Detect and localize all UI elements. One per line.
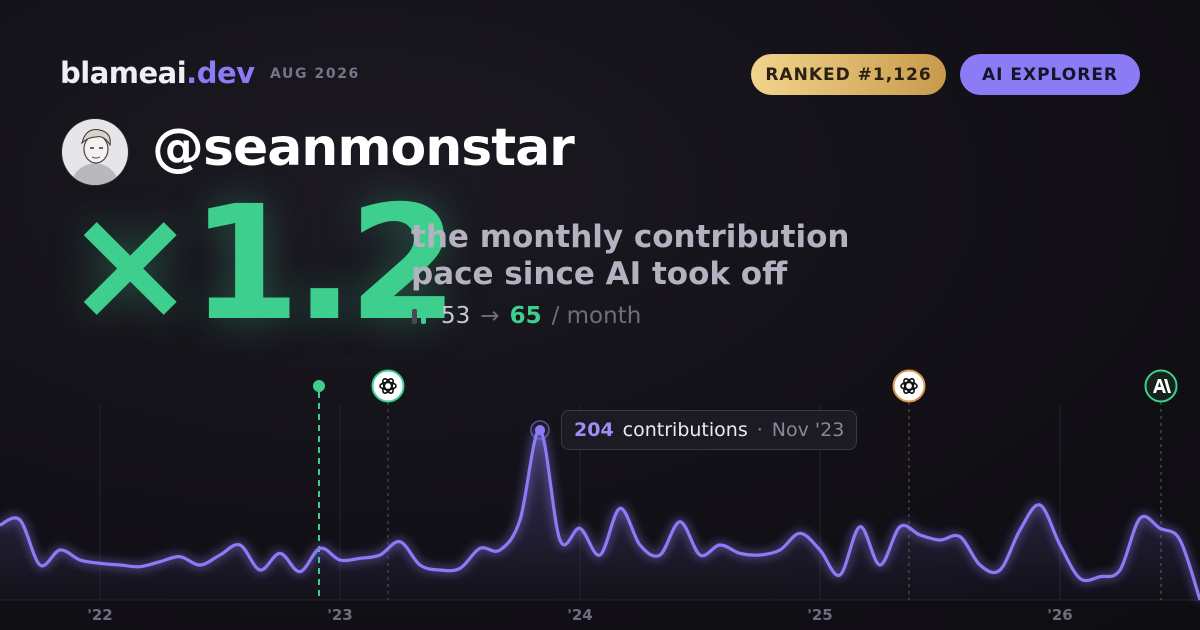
description: the monthly contribution pace since AI t… xyxy=(411,219,849,293)
pace-before: 53 xyxy=(441,303,471,329)
tooltip: 204 contributions · Nov '23 xyxy=(561,410,858,450)
brand-tld: .dev xyxy=(186,56,255,90)
x-tick-label: '24 xyxy=(567,606,592,624)
anthropic-icon xyxy=(1144,369,1178,403)
tooltip-date: Nov '23 xyxy=(771,419,845,441)
x-tick-label: '22 xyxy=(87,606,112,624)
highlight-halo xyxy=(530,420,550,440)
tier-badge: AI EXPLORER xyxy=(960,54,1140,95)
x-tick-label: '26 xyxy=(1047,606,1072,624)
rank-badge: RANKED #1,126 xyxy=(751,54,946,95)
openai-icon xyxy=(892,369,926,403)
area xyxy=(0,429,1200,600)
tooltip-separator: · xyxy=(756,419,763,441)
brand-name: blameai xyxy=(60,56,187,90)
x-tick-label: '25 xyxy=(807,606,832,624)
highlight-dot xyxy=(535,425,545,435)
period: AUG 2026 xyxy=(270,66,360,82)
pace: 53 → 65 / month xyxy=(411,303,641,329)
description-line: pace since AI took off xyxy=(411,256,788,292)
tooltip-value: 204 xyxy=(574,419,614,441)
pace-arrow: → xyxy=(480,303,500,329)
pace-after: 65 xyxy=(509,303,542,329)
x-tick-label: '23 xyxy=(327,606,352,624)
line xyxy=(0,428,1200,601)
pace-icon xyxy=(412,307,426,324)
brand: blameai.dev xyxy=(60,56,255,90)
multiplier: ×1.2 xyxy=(64,172,458,356)
pace-unit: / month xyxy=(551,303,642,329)
avatar xyxy=(61,118,129,186)
event-dot xyxy=(313,380,325,392)
tooltip-label: contributions xyxy=(622,419,748,441)
description-line: the monthly contribution xyxy=(411,219,850,255)
username: @seanmonstar xyxy=(152,118,575,178)
openai-icon xyxy=(371,369,405,403)
